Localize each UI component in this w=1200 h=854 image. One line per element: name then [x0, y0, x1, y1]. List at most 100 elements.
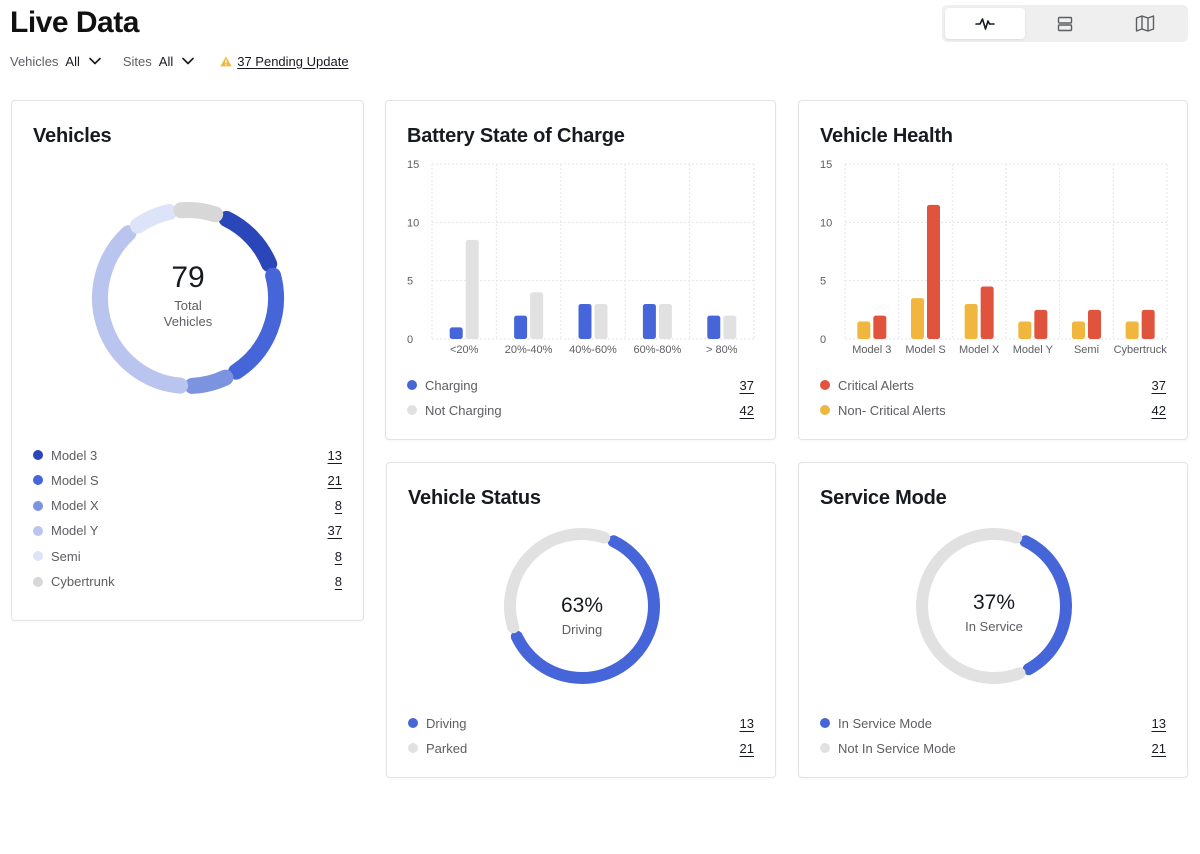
vehicles-filter-value: All	[65, 53, 80, 69]
status-card: Vehicle Status 63% Driving Driving 13 Park…	[386, 462, 776, 778]
bar-not-charging-4[interactable]	[723, 315, 737, 339]
donut-segment-semi[interactable]	[129, 204, 178, 234]
legend-count-link[interactable]: 8	[334, 498, 342, 514]
legend-dot-icon	[33, 576, 43, 587]
bar-non-critical-alerts-2[interactable]	[964, 304, 978, 339]
legend-count-link[interactable]: 37	[327, 523, 342, 539]
y-tick-label: 10	[407, 217, 419, 229]
health-legend-item: Critical Alerts 37	[820, 376, 1166, 394]
bar-critical-alerts-2[interactable]	[980, 286, 994, 340]
donut-segment-in-service-mode[interactable]	[1019, 535, 1072, 676]
view-rows-button[interactable]	[1025, 8, 1105, 39]
bar-non-critical-alerts-0[interactable]	[857, 321, 871, 340]
bar-non-critical-alerts-1[interactable]	[911, 298, 924, 339]
vehicles-legend-item: Cybertrunk 8	[33, 573, 342, 591]
view-map-button[interactable]	[1105, 8, 1185, 39]
legend-count-link[interactable]: 37	[1151, 377, 1166, 393]
bar-critical-alerts-1[interactable]	[927, 204, 940, 339]
card-title: Vehicles	[33, 125, 112, 147]
legend-label: Parked	[426, 740, 468, 756]
legend-label: Model 3	[51, 447, 98, 463]
vehicles-legend-item: Model S 21	[33, 471, 342, 489]
donut-segment-parked[interactable]	[504, 528, 611, 634]
bar-critical-alerts-0[interactable]	[873, 315, 887, 339]
legend-dot-icon	[408, 743, 418, 754]
bar-critical-alerts-4[interactable]	[1088, 309, 1101, 339]
legend-count-link[interactable]: 42	[739, 402, 754, 418]
health-legend-item: Non- Critical Alerts 42	[820, 401, 1166, 419]
x-tick-label: Model 3	[852, 344, 891, 356]
bar-charging-4[interactable]	[707, 315, 721, 339]
donut-segment-cybertrunk[interactable]	[173, 202, 224, 223]
status-caption: Driving	[561, 622, 603, 637]
legend-dot-icon	[33, 551, 43, 562]
legend-label: Cybertrunk	[51, 574, 115, 589]
legend-dot-icon	[407, 405, 417, 416]
legend-count-link[interactable]: 21	[1151, 740, 1166, 756]
legend-count-link[interactable]: 21	[739, 740, 754, 756]
bar-not-charging-0[interactable]	[465, 239, 479, 339]
view-activity-button[interactable]	[945, 8, 1025, 39]
pending-update-link[interactable]: 37 Pending Update	[220, 54, 349, 69]
legend-count-link[interactable]: 37	[739, 377, 754, 393]
sites-filter[interactable]: Sites All	[123, 54, 195, 69]
vehicles-card: Vehicles 79 Total Vehicles Model 3 13 Mode…	[11, 100, 364, 621]
service-legend-item: Not In Service Mode 21	[820, 739, 1166, 757]
legend-dot-icon	[408, 718, 418, 728]
filter-bar: Vehicles All Sites All 37 Pending Update	[10, 52, 349, 70]
service-center-block: 37% In Service	[944, 591, 1044, 634]
legend-label: Model Y	[51, 523, 99, 539]
vehicles-filter[interactable]: Vehicles All	[10, 54, 101, 69]
x-tick-label: <20%	[450, 344, 479, 356]
map-icon	[1135, 15, 1155, 32]
health-card: Vehicle Health 0 5 10 15 Model 3 Model S Model…	[798, 100, 1188, 440]
y-tick-label: 0	[820, 334, 826, 346]
bar-non-critical-alerts-3[interactable]	[1018, 321, 1032, 340]
legend-count-link[interactable]: 13	[739, 715, 754, 731]
x-tick-label: Model S	[905, 344, 945, 356]
x-tick-label: > 80%	[706, 344, 738, 356]
donut-segment-driving[interactable]	[510, 535, 660, 684]
service-donut-chart	[916, 528, 1072, 684]
legend-count-link[interactable]: 21	[327, 472, 342, 488]
legend-label: Not In Service Mode	[838, 740, 956, 756]
page-title: Live Data	[10, 6, 139, 39]
donut-segment-model-s[interactable]	[228, 267, 284, 380]
bar-not-charging-2[interactable]	[594, 304, 608, 339]
card-title: Battery State of Charge	[407, 125, 625, 147]
bar-not-charging-1[interactable]	[530, 292, 544, 339]
legend-label: Driving	[426, 715, 467, 731]
legend-count-link[interactable]: 42	[1151, 402, 1166, 418]
y-tick-label: 15	[407, 159, 419, 171]
battery-legend-item: Charging 37	[407, 376, 754, 394]
bar-charging-0[interactable]	[449, 327, 463, 339]
bar-charging-1[interactable]	[514, 315, 528, 339]
legend-count-link[interactable]: 13	[327, 447, 342, 463]
donut-segment-model-x[interactable]	[184, 369, 234, 394]
bar-charging-2[interactable]	[578, 304, 592, 339]
bar-critical-alerts-5[interactable]	[1141, 309, 1155, 339]
vehicles-total-label-1: Total	[174, 298, 202, 313]
donut-segment-not-in-service-mode[interactable]	[916, 528, 1026, 684]
legend-dot-icon	[820, 380, 830, 390]
donut-segment-model-y[interactable]	[92, 225, 189, 394]
bar-critical-alerts-3[interactable]	[1034, 309, 1048, 339]
legend-label: Critical Alerts	[838, 377, 914, 393]
legend-count-link[interactable]: 8	[334, 574, 342, 589]
donut-segment-model-3[interactable]	[218, 210, 278, 272]
rows-icon	[1057, 16, 1073, 31]
legend-label: Not Charging	[425, 402, 502, 418]
vehicles-legend-item: Semi 8	[33, 547, 342, 565]
bar-non-critical-alerts-5[interactable]	[1125, 321, 1139, 340]
legend-label: In Service Mode	[838, 715, 932, 731]
activity-icon	[975, 17, 995, 30]
bar-non-critical-alerts-4[interactable]	[1072, 321, 1085, 340]
legend-label: Non- Critical Alerts	[838, 402, 946, 418]
bar-charging-3[interactable]	[642, 304, 656, 339]
bar-not-charging-3[interactable]	[658, 304, 672, 339]
legend-count-link[interactable]: 8	[334, 548, 342, 564]
chevron-down-icon	[182, 57, 195, 65]
vehicles-filter-label: Vehicles	[10, 53, 59, 69]
status-legend-item: Driving 13	[408, 714, 754, 732]
legend-count-link[interactable]: 13	[1151, 715, 1166, 731]
